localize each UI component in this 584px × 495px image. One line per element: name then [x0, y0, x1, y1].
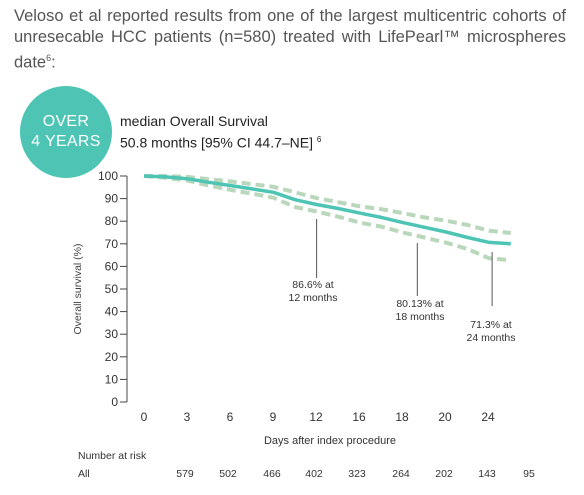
ci-upper-line: [144, 174, 512, 235]
x-tick-label: 0: [141, 410, 148, 424]
y-tick-label: 100: [98, 169, 118, 183]
y-axis-title: Overall survival (%): [72, 243, 84, 334]
y-tick-label: 50: [105, 282, 119, 296]
risk-table-row-label: All: [78, 468, 90, 480]
annotation-label: 12 months: [288, 292, 337, 304]
y-tick-label: 0: [111, 395, 118, 409]
risk-value: 579: [176, 468, 194, 480]
annotation-label: 18 months: [395, 311, 444, 323]
y-tick-label: 40: [105, 305, 119, 319]
y-tick-label: 20: [105, 350, 119, 364]
median-survival-label: median Overall Survival: [120, 113, 268, 129]
risk-value: 466: [263, 468, 281, 480]
y-tick-label: 10: [105, 372, 119, 386]
x-tick-label: 16: [352, 410, 366, 424]
risk-value: 323: [348, 468, 366, 480]
badge-line-2: 4 YEARS: [31, 133, 101, 150]
risk-value: 264: [392, 468, 410, 480]
y-tick-label: 30: [105, 327, 119, 341]
x-tick-label: 6: [227, 410, 234, 424]
duration-badge: OVER 4 YEARS: [20, 86, 112, 178]
annotation-label: 86.6% at: [292, 279, 334, 291]
ci-lower-line: [143, 174, 511, 263]
intro-paragraph: Veloso et al reported results from one o…: [14, 6, 566, 74]
intro-trail: :: [51, 53, 56, 72]
y-tick-label: 80: [105, 214, 119, 228]
y-tick-label: 90: [105, 192, 119, 206]
risk-value: 502: [219, 468, 237, 480]
intro-text: Veloso et al reported results from one o…: [14, 7, 566, 72]
risk-value: 95: [523, 468, 535, 480]
risk-table-header: Number at risk: [78, 450, 147, 462]
intro-reference: 6: [46, 53, 52, 63]
annotation-label: 71.3% at: [470, 319, 512, 331]
x-axis-title: Days after index procedure: [264, 435, 396, 447]
annotation-label: 24 months: [466, 332, 515, 344]
badge-line-1: OVER: [42, 113, 90, 130]
x-tick-label: 3: [184, 410, 191, 424]
survival-estimate-line: [143, 174, 511, 246]
median-survival-reference: 6: [316, 135, 322, 144]
x-tick-label: 9: [270, 410, 277, 424]
x-tick-label: 24: [481, 410, 495, 424]
risk-value: 202: [435, 468, 453, 480]
annotation-label: 80.13% at: [396, 298, 443, 310]
x-tick-label: 12: [309, 410, 323, 424]
x-tick-label: 18: [395, 410, 409, 424]
y-tick-label: 70: [105, 237, 119, 251]
y-tick-label: 60: [105, 259, 119, 273]
median-survival-value: 50.8 months [95% CI 44.7–NE] 6: [120, 131, 321, 152]
x-tick-label: 20: [438, 410, 452, 424]
risk-value: 143: [478, 468, 496, 480]
median-survival-number: 50.8 months [95% CI 44.7–NE]: [120, 134, 313, 151]
risk-value: 402: [305, 468, 323, 480]
